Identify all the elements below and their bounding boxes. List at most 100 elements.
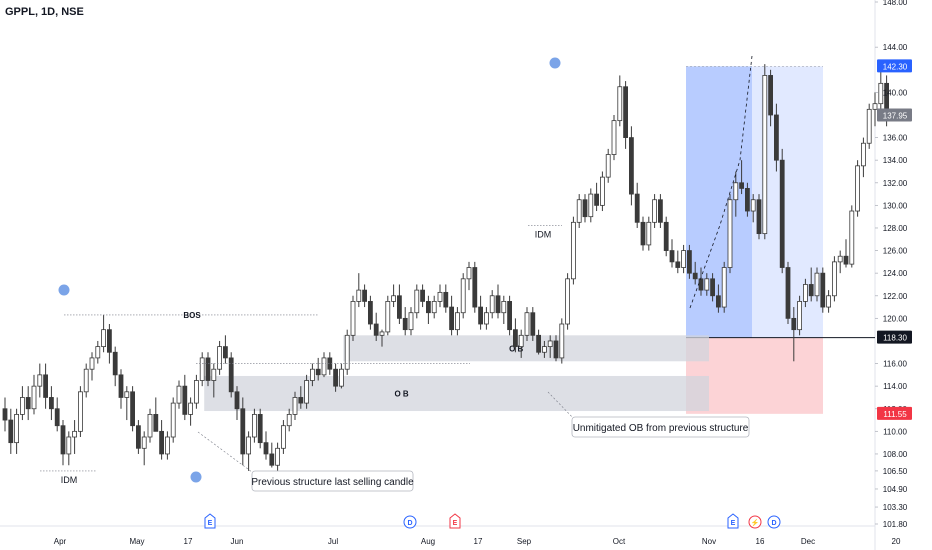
candle[interactable] [385,295,391,336]
candle[interactable] [646,216,652,251]
candle[interactable] [176,380,182,409]
candle[interactable] [634,182,640,228]
candle[interactable] [396,284,402,325]
candle[interactable] [849,205,855,268]
candle[interactable] [130,386,136,432]
candle[interactable] [768,69,773,127]
candle[interactable] [170,397,176,443]
candle[interactable] [408,307,414,336]
candle[interactable] [692,261,698,285]
candle[interactable] [518,329,524,358]
candle[interactable] [431,295,437,319]
candle[interactable] [466,261,472,291]
candle[interactable] [878,64,884,115]
candle[interactable] [513,318,518,353]
candle[interactable] [774,103,779,172]
candle[interactable] [54,397,60,432]
candle[interactable] [153,397,159,432]
candle[interactable] [8,408,14,454]
candle[interactable] [315,357,321,381]
candle[interactable] [704,273,710,296]
candle[interactable] [866,103,872,149]
swing-point-marker[interactable] [190,471,202,483]
candle[interactable] [536,329,541,355]
candle[interactable] [193,374,199,409]
candle[interactable] [663,216,669,257]
candle[interactable] [205,352,211,387]
candle[interactable] [124,386,130,421]
candle[interactable] [640,216,646,251]
candle[interactable] [25,386,31,421]
candle[interactable] [222,335,228,364]
candle[interactable] [72,420,77,454]
candle[interactable] [217,340,223,375]
candle[interactable] [658,194,663,228]
candle[interactable] [135,420,141,454]
candle[interactable] [745,182,750,217]
event-marker[interactable]: E [727,513,739,529]
candle[interactable] [454,307,460,336]
candle[interactable] [437,284,443,308]
candle[interactable] [373,312,379,341]
candle[interactable] [814,267,820,302]
event-marker[interactable]: E [204,513,216,529]
candle[interactable] [872,92,878,127]
candle[interactable] [286,408,292,432]
candle[interactable] [211,363,217,398]
candle[interactable] [785,261,791,325]
candle[interactable] [855,160,860,217]
candle[interactable] [710,273,715,302]
candle[interactable] [379,329,385,347]
candle[interactable] [338,363,344,389]
candle[interactable] [350,295,356,341]
candle[interactable] [507,295,513,336]
candle[interactable] [43,363,48,409]
event-marker[interactable]: D [403,515,417,529]
candle[interactable] [750,194,756,223]
candle[interactable] [188,397,194,426]
candle[interactable] [843,239,849,268]
candle[interactable] [629,126,634,206]
candle[interactable] [716,284,721,313]
candle[interactable] [797,295,802,336]
candle[interactable] [582,194,588,223]
candle[interactable] [652,194,657,228]
candle[interactable] [19,386,25,421]
candle[interactable] [820,267,826,313]
candle[interactable] [524,307,530,341]
candle[interactable] [159,420,165,460]
candle[interactable] [611,114,617,161]
candle[interactable] [78,386,83,437]
candle[interactable] [118,369,124,409]
candle[interactable] [675,250,681,274]
candle[interactable] [309,363,315,387]
candle[interactable] [571,216,576,285]
candle[interactable] [449,295,455,336]
candle[interactable] [402,307,408,336]
callout-unmitigated-ob-box[interactable] [571,416,750,438]
candle[interactable] [304,374,310,409]
candle[interactable] [37,363,43,398]
candle[interactable] [600,171,605,212]
candle[interactable] [576,194,582,228]
candle[interactable] [49,386,54,421]
candle[interactable] [425,295,431,325]
candle[interactable] [321,352,327,378]
candle[interactable] [199,352,205,387]
candle[interactable] [420,284,426,308]
candle[interactable] [112,346,118,387]
candle[interactable] [756,194,762,240]
candle[interactable] [669,239,675,268]
candle[interactable] [779,148,785,274]
candle[interactable] [257,408,263,449]
candle[interactable] [727,194,733,274]
candle[interactable] [687,244,692,279]
candle[interactable] [733,171,739,217]
candle[interactable] [280,420,286,454]
candle[interactable] [721,261,727,313]
candle[interactable] [14,408,20,454]
candle[interactable] [542,340,547,358]
candle[interactable] [605,148,611,183]
candle[interactable] [298,386,304,409]
